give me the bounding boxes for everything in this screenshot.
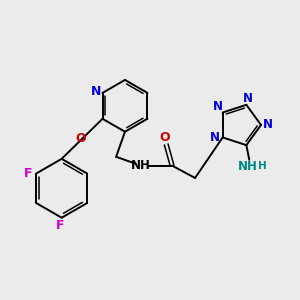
Text: NH: NH [238, 160, 258, 173]
Text: N: N [263, 118, 273, 131]
Text: N: N [91, 85, 101, 98]
Text: F: F [24, 167, 32, 180]
Text: NH: NH [131, 159, 151, 172]
Text: N: N [243, 92, 253, 105]
Text: N: N [210, 131, 220, 144]
Text: O: O [159, 131, 170, 144]
Text: N: N [213, 100, 223, 112]
Text: O: O [75, 132, 86, 145]
Text: F: F [56, 219, 64, 232]
Text: H: H [258, 161, 267, 171]
